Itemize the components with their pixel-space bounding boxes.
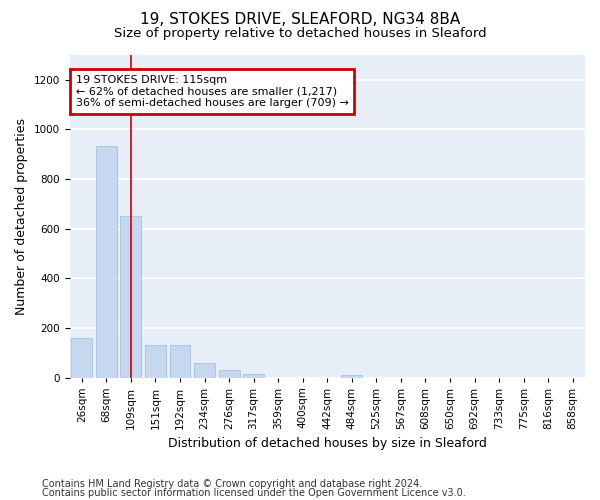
Bar [71, 338, 92, 378]
Bar [96, 146, 117, 378]
Bar [121, 216, 142, 378]
Bar [341, 375, 362, 378]
Text: 19, STOKES DRIVE, SLEAFORD, NG34 8BA: 19, STOKES DRIVE, SLEAFORD, NG34 8BA [140, 12, 460, 28]
Bar [170, 346, 190, 378]
Bar [145, 346, 166, 378]
Bar [194, 362, 215, 378]
Text: Size of property relative to detached houses in Sleaford: Size of property relative to detached ho… [113, 28, 487, 40]
Y-axis label: Number of detached properties: Number of detached properties [15, 118, 28, 315]
Bar [243, 374, 264, 378]
Bar [218, 370, 239, 378]
Text: 19 STOKES DRIVE: 115sqm
← 62% of detached houses are smaller (1,217)
36% of semi: 19 STOKES DRIVE: 115sqm ← 62% of detache… [76, 75, 349, 108]
Text: Contains public sector information licensed under the Open Government Licence v3: Contains public sector information licen… [42, 488, 466, 498]
X-axis label: Distribution of detached houses by size in Sleaford: Distribution of detached houses by size … [168, 437, 487, 450]
Text: Contains HM Land Registry data © Crown copyright and database right 2024.: Contains HM Land Registry data © Crown c… [42, 479, 422, 489]
